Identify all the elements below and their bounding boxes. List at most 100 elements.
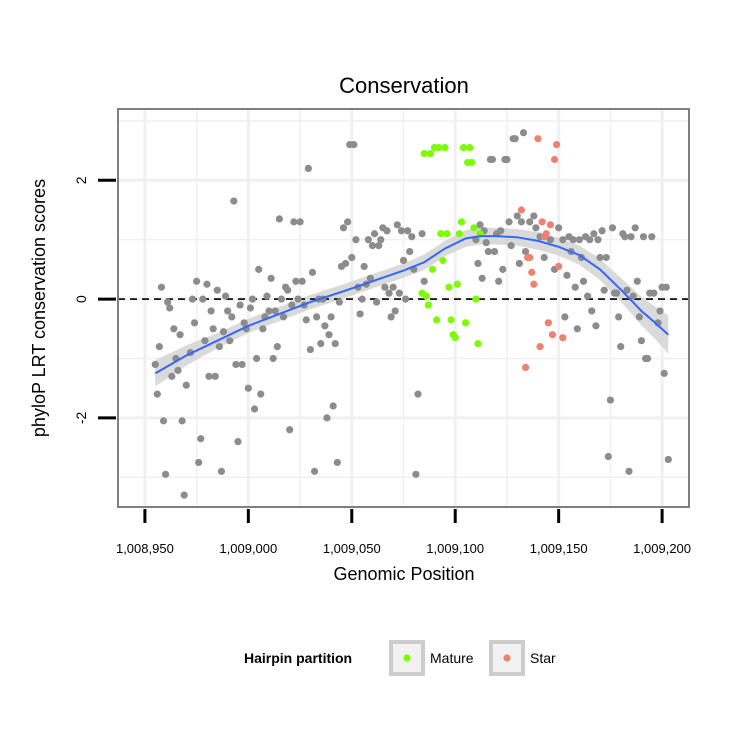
point-mature: [461, 319, 470, 327]
point-other: [250, 405, 259, 413]
point-mature: [420, 149, 428, 158]
point-other: [414, 390, 422, 398]
point-other: [397, 227, 406, 235]
point-other: [236, 301, 244, 309]
point-other: [201, 337, 209, 345]
point-other: [484, 247, 492, 256]
point-other: [579, 277, 588, 285]
point-other: [596, 253, 604, 262]
point-other: [155, 343, 163, 351]
point-other: [298, 277, 306, 285]
point-other: [360, 262, 368, 271]
point-other: [505, 218, 513, 226]
point-other: [635, 313, 643, 321]
point-other: [226, 337, 234, 345]
point-other: [476, 221, 484, 229]
point-other: [511, 135, 519, 143]
x-tick-label: 1,009,000: [219, 541, 277, 556]
point-other: [157, 283, 166, 291]
point-other: [176, 331, 184, 339]
point-other: [356, 310, 364, 318]
point-other: [584, 292, 592, 300]
point-star: [530, 280, 538, 288]
point-other: [625, 467, 633, 475]
point-other: [519, 129, 528, 137]
point-other: [341, 259, 350, 268]
point-other: [197, 435, 205, 443]
point-other: [395, 289, 403, 297]
point-other: [569, 236, 577, 244]
loess-smooth-line: [154, 235, 669, 375]
point-other: [507, 242, 515, 250]
point-other: [182, 381, 190, 389]
point-other: [532, 224, 540, 232]
point-other: [555, 224, 563, 232]
point-other: [637, 337, 646, 345]
point-star: [542, 230, 550, 238]
point-star: [559, 334, 567, 342]
point-star: [528, 268, 536, 276]
point-other: [313, 313, 321, 321]
point-other: [284, 286, 292, 294]
point-other: [221, 292, 230, 300]
point-other: [350, 141, 358, 149]
point-other: [474, 259, 482, 268]
point-mature: [447, 316, 455, 324]
point-other: [418, 230, 426, 238]
point-other: [368, 242, 377, 250]
point-other: [648, 233, 656, 241]
point-other: [302, 316, 310, 324]
point-other: [621, 233, 629, 241]
smooth-line: [154, 235, 669, 375]
point-other: [594, 236, 602, 244]
point-other: [517, 218, 526, 226]
chart-title: Conservation: [339, 73, 469, 98]
point-other: [629, 292, 637, 300]
point-other: [559, 236, 567, 244]
point-other: [404, 227, 412, 235]
point-other: [644, 354, 652, 363]
x-tick-label: 1,009,050: [323, 541, 381, 556]
point-other: [478, 274, 486, 282]
point-other: [497, 227, 505, 235]
point-other: [600, 286, 608, 294]
point-other: [329, 402, 337, 410]
point-other: [412, 470, 420, 478]
point-other: [623, 286, 631, 294]
point-other: [530, 212, 538, 220]
point-other: [482, 239, 490, 247]
point-other: [406, 247, 414, 256]
point-mature: [466, 144, 474, 152]
point-other: [159, 417, 168, 425]
point-other: [178, 417, 186, 425]
point-other: [586, 236, 594, 244]
point-other: [617, 343, 625, 351]
point-other: [166, 304, 174, 312]
point-mature: [439, 256, 447, 265]
y-tick-label: 2: [73, 176, 89, 184]
point-other: [588, 307, 596, 315]
point-other: [219, 328, 228, 336]
point-star: [517, 206, 526, 214]
point-other: [199, 295, 207, 303]
point-other: [259, 325, 267, 333]
point-other: [598, 227, 606, 235]
point-mature: [455, 230, 463, 238]
point-other: [366, 274, 374, 282]
point-mature: [470, 224, 478, 232]
point-other: [383, 227, 391, 235]
point-other: [257, 390, 265, 398]
point-other: [153, 390, 161, 398]
point-other: [296, 218, 304, 226]
point-other: [495, 277, 503, 285]
point-other: [546, 236, 554, 244]
point-other: [488, 155, 497, 164]
point-other: [211, 372, 219, 380]
point-other: [521, 247, 530, 256]
point-other: [174, 366, 182, 374]
point-other: [294, 295, 302, 303]
point-other: [213, 286, 221, 294]
point-other: [290, 218, 298, 226]
point-other: [195, 458, 203, 467]
point-mature: [437, 230, 445, 238]
